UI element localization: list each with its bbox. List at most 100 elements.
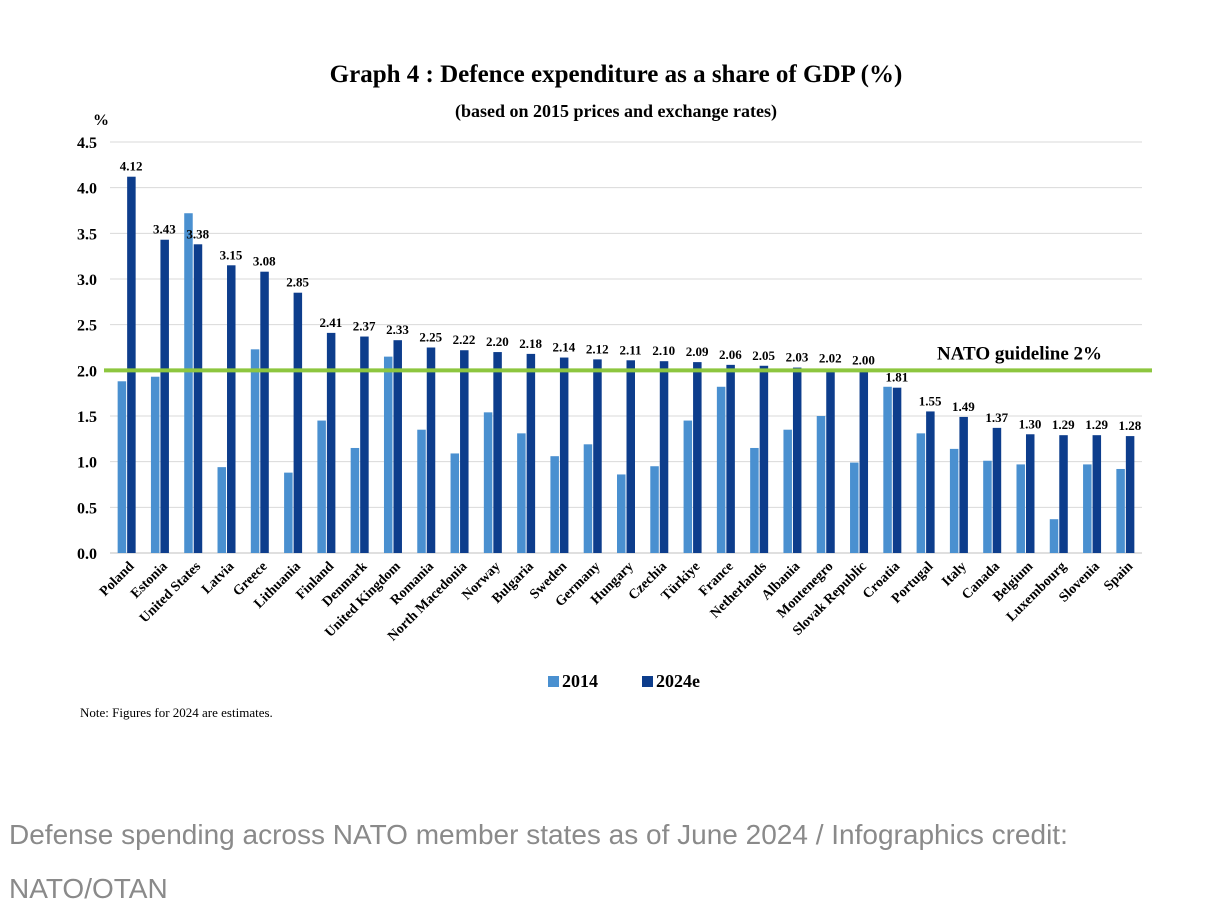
bar-2014 <box>683 420 693 553</box>
bar-2014 <box>883 386 892 553</box>
bar-2014 <box>750 447 759 553</box>
y-tick-label: 0.5 <box>77 500 97 517</box>
chart-area: Graph 4 : Defence expenditure as a share… <box>77 61 1152 720</box>
data-label-2024e: 2.14 <box>553 340 576 355</box>
data-label-2024e: 1.37 <box>985 410 1008 425</box>
defence-expenditure-chart: Graph 4 : Defence expenditure as a share… <box>77 61 1152 720</box>
data-label-2024e: 3.08 <box>253 254 276 269</box>
data-label-2024e: 1.55 <box>919 393 942 408</box>
y-tick-label: 1.5 <box>77 409 97 426</box>
bar-2014 <box>417 429 426 553</box>
data-label-2024e: 1.49 <box>952 399 975 414</box>
data-label-2024e: 2.33 <box>386 322 409 337</box>
bar-2014 <box>483 412 493 553</box>
bar-2024e <box>460 350 469 553</box>
bar-2024e <box>293 292 303 553</box>
y-tick-label: 2.5 <box>77 318 97 335</box>
bar-2024e <box>859 370 869 553</box>
bar-2024e <box>559 357 569 553</box>
bar-2014 <box>284 472 293 553</box>
bar-2024e <box>892 387 902 553</box>
bar-2014 <box>184 213 193 554</box>
y-tick-label: 1.0 <box>77 455 97 472</box>
bars <box>117 176 1135 554</box>
bar-2014 <box>550 456 559 553</box>
data-label-2024e: 2.18 <box>519 336 542 351</box>
bar-2024e <box>1125 436 1135 553</box>
data-label-2024e: 2.12 <box>586 341 609 356</box>
y-axis-label: % <box>93 112 109 129</box>
bar-2024e <box>326 332 336 553</box>
bar-2014 <box>583 444 593 553</box>
data-label-2024e: 1.29 <box>1052 417 1075 432</box>
bar-2024e <box>826 368 835 553</box>
bar-2024e <box>1025 434 1035 553</box>
reference-line-group: NATO guideline 2% <box>104 343 1152 373</box>
bar-2014 <box>317 420 326 553</box>
y-tick-label: 3.5 <box>77 226 97 243</box>
data-label-2024e: 4.12 <box>120 159 143 174</box>
data-label-2024e: 1.30 <box>1019 416 1042 431</box>
bar-2014 <box>949 448 959 553</box>
y-tick-label: 3.0 <box>77 272 97 289</box>
y-tick-label: 4.0 <box>77 181 97 198</box>
bar-2024e <box>659 361 669 553</box>
bar-2024e <box>792 367 802 553</box>
bar-2014 <box>383 356 393 553</box>
bar-2024e <box>593 359 602 553</box>
bar-2024e <box>526 353 536 553</box>
data-label-2024e: 1.28 <box>1118 418 1141 433</box>
bar-2024e <box>393 340 402 553</box>
legend-swatch <box>548 676 559 687</box>
data-label-2024e: 3.15 <box>220 247 243 262</box>
bar-2014 <box>650 466 659 553</box>
x-category-label: Latvia <box>199 559 237 597</box>
bar-2024e <box>493 352 502 553</box>
data-label-2024e: 1.81 <box>885 370 908 385</box>
data-label-2024e: 3.38 <box>186 226 209 241</box>
bar-2024e <box>626 360 635 553</box>
chart-title: Graph 4 : Defence expenditure as a share… <box>330 61 903 88</box>
legend: 2014 2024e <box>548 671 700 691</box>
data-label-2024e: 2.41 <box>320 315 343 330</box>
bar-2024e <box>726 364 735 553</box>
bar-2024e <box>693 362 702 553</box>
bar-2024e <box>127 176 136 553</box>
bar-2024e <box>227 265 236 553</box>
x-category-label: Italy <box>939 559 969 589</box>
data-label-2024e: 2.06 <box>719 347 742 362</box>
chart-subtitle: (based on 2015 prices and exchange rates… <box>455 101 777 122</box>
bar-2014 <box>983 460 992 553</box>
bar-2014 <box>450 453 460 553</box>
legend-swatch <box>642 676 653 687</box>
x-category-label: Spain <box>1101 559 1136 594</box>
data-label-2024e: 2.09 <box>686 344 709 359</box>
bar-2024e <box>426 347 436 553</box>
data-label-2024e: 2.85 <box>286 275 309 290</box>
bar-2014 <box>1049 519 1059 553</box>
data-label-2024e: 1.29 <box>1085 417 1108 432</box>
data-labels: 4.12 3.43 3.38 3.15 3.08 2.85 2.41 2.37 2.33 2.25… <box>120 159 1142 433</box>
bar-2014 <box>1083 464 1092 553</box>
image-caption: Defense spending across NATO member stat… <box>9 819 1068 904</box>
bar-2014 <box>350 447 360 553</box>
bar-2024e <box>193 244 203 553</box>
data-label-2024e: 2.20 <box>486 334 509 349</box>
bar-2014 <box>217 467 227 553</box>
chart-note: Note: Figures for 2024 are estimates. <box>80 705 273 720</box>
bar-2024e <box>959 416 968 553</box>
bar-2014 <box>617 474 626 553</box>
bar-2014 <box>250 349 260 553</box>
bar-2014 <box>783 429 792 553</box>
bar-2024e <box>926 411 935 553</box>
legend-label: 2024e <box>656 671 700 691</box>
bar-2024e <box>992 427 1002 553</box>
y-tick-label: 0.0 <box>77 546 97 563</box>
data-label-2024e: 2.03 <box>786 350 809 365</box>
bar-2014 <box>1116 468 1125 553</box>
legend-label: 2014 <box>562 671 598 691</box>
data-label-2024e: 2.37 <box>353 319 376 334</box>
nato-guideline-label: NATO guideline 2% <box>937 343 1102 364</box>
bar-2014 <box>716 386 726 553</box>
